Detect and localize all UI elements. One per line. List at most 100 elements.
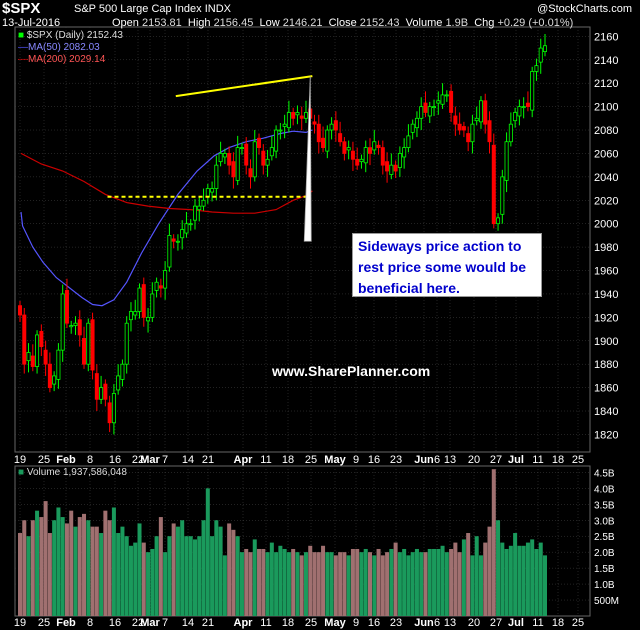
candle-up (530, 71, 535, 111)
candle-up (410, 123, 415, 133)
chg-value: +0.29 (+0.01%) (497, 17, 574, 29)
candle-up (56, 349, 61, 380)
volume-bar (453, 542, 458, 616)
date-tick-label: 14 (182, 454, 194, 466)
ohlc-readout: Open 2153.81 High 2156.45 Low 2146.21 Cl… (112, 17, 573, 29)
candle-up (427, 106, 432, 117)
candle-up (372, 141, 377, 151)
candle-up (414, 117, 419, 129)
legend-price: ■ $SPX (Daily) 2152.43 (18, 30, 123, 41)
volume-bar (116, 533, 121, 616)
index-name-text: S&P 500 Large Cap Index (74, 3, 202, 15)
volume-bar (167, 536, 172, 616)
date-tick-label: 20 (468, 617, 480, 629)
annotation-box: Sideways price action to rest price some… (352, 233, 542, 297)
volume-axis-labels: 4.5B 4.0B 3.5B 3.0B 2.5B 2.0B 1.5B 1.0B 500M (594, 468, 619, 607)
volume-bar (444, 552, 449, 616)
volume-bar (60, 517, 65, 616)
candle-up (180, 229, 185, 239)
volume-bar (414, 548, 419, 616)
price-tick-label: 1960 (594, 266, 618, 278)
volume-bar (410, 552, 415, 616)
price-tick-label: 2020 (594, 195, 618, 207)
volume-bar (150, 548, 155, 616)
chg-label: Chg (474, 17, 495, 29)
volume-bar (355, 548, 360, 616)
date-tick-label: 25 (305, 617, 317, 629)
date-tick-label: 19 (14, 454, 26, 466)
date-tick-label: 21 (202, 454, 214, 466)
candle-down (466, 133, 471, 143)
candle-up (154, 281, 159, 291)
volume-bar (184, 536, 189, 616)
volume-bar (239, 552, 244, 616)
candle-down (94, 373, 99, 400)
candle-up (210, 188, 215, 193)
candle-down (257, 137, 262, 148)
candle-up (111, 393, 116, 424)
volume-tick-label: 2.0B (594, 548, 615, 559)
watermark: www.SharePlanner.com (272, 363, 431, 379)
volume-bar (73, 526, 78, 616)
close-value: 2152.43 (359, 17, 400, 29)
volume-bar (291, 548, 296, 616)
date: 13-Jul-2016 (2, 17, 61, 29)
legend-ma50-swatch: — (18, 42, 28, 53)
date-tick-label: 16 (109, 617, 121, 629)
candle-down (338, 133, 343, 143)
volume-bar (128, 545, 133, 616)
date-tick-label: 16 (109, 454, 121, 466)
volume-bar (197, 536, 202, 616)
candle-down (231, 161, 236, 178)
volume-bar (175, 526, 180, 616)
date-tick-label: 6 (434, 454, 440, 466)
price-axis-labels: 2160 2140 2120 2100 2080 2060 2040 2020 2000 1980… (594, 31, 618, 441)
volume-bar (231, 529, 236, 616)
price-tick-label: 1980 (594, 242, 618, 254)
candle-up (184, 223, 189, 234)
volume-bar (346, 555, 351, 616)
date-tick-label: 18 (282, 454, 294, 466)
legend-ma50-text: MA(50) 2082.03 (28, 42, 100, 53)
candle-up (60, 293, 65, 351)
candle-up (286, 112, 291, 129)
volume-bar (22, 520, 27, 616)
candle-up (419, 106, 424, 119)
volume-bar (274, 552, 279, 616)
date-tick-label: 11 (532, 454, 543, 466)
price-tick-label: 1940 (594, 289, 618, 301)
volume-bar (440, 545, 445, 616)
annotation-line-2: rest price some would be (358, 259, 527, 275)
candle-up (133, 311, 138, 316)
date-tick-label: 25 (38, 617, 50, 629)
candlesticks (17, 34, 548, 435)
volume-bar (389, 548, 394, 616)
exchange: INDX (204, 3, 231, 15)
date-tick-label: Jul (508, 454, 524, 466)
volume-bar (18, 533, 22, 616)
candle-down (525, 102, 530, 108)
volume-bar (508, 545, 513, 616)
volume-bar (154, 536, 159, 616)
candle-down (43, 349, 48, 365)
volume-bar (427, 548, 432, 616)
volume-bar (222, 555, 227, 616)
volume-bar (329, 552, 334, 616)
candle-up (325, 129, 330, 152)
candle-up (252, 141, 257, 178)
date-tick-label: May (324, 617, 346, 629)
volume-bar (359, 552, 364, 616)
legend-price-text: $SPX (Daily) 2152.43 (26, 30, 123, 41)
price-tick-label: 2100 (594, 102, 618, 114)
candle-up (295, 112, 300, 116)
date-tick-label: 22 (132, 617, 144, 629)
date-tick-label: 7 (162, 454, 168, 466)
candle-up (265, 158, 270, 166)
date-tick-label: Apr (234, 617, 254, 629)
date-tick-label: Mar (140, 617, 160, 629)
ma50-line (20, 129, 313, 307)
volume-bar (496, 520, 501, 616)
candle-up (474, 117, 479, 122)
date-tick-label: 25 (38, 454, 50, 466)
